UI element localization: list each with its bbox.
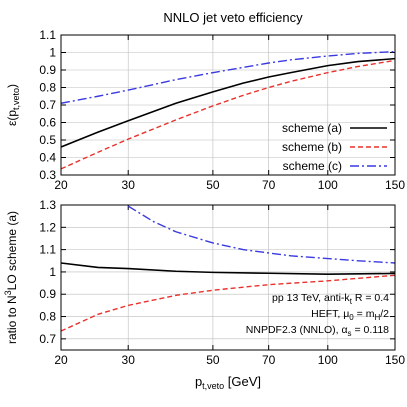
series-group (61, 205, 395, 332)
x-tick-label: 150 (385, 178, 405, 192)
x-tick-label: 30 (122, 353, 136, 367)
y-tick-label: 1.1 (39, 243, 56, 257)
y-tick-label: 0.9 (39, 287, 56, 301)
y-tick-label: 0.8 (39, 81, 56, 95)
y-tick-label: 0.6 (39, 116, 56, 130)
y-tick-label: 0.7 (39, 332, 56, 346)
y-axis-label: ratio to N3LO scheme (a) (3, 211, 19, 344)
y-tick-label: 1 (49, 46, 56, 60)
x-tick-label: 50 (206, 178, 220, 192)
plot-frame (60, 204, 396, 351)
x-tick-label: 70 (262, 353, 276, 367)
series-line-ratio-0 (61, 262, 395, 275)
x-tick-label: 70 (262, 178, 276, 192)
x-tick-label: 50 (206, 353, 220, 367)
chart-title: NNLO jet veto efficiency (163, 10, 303, 25)
annotation: NNPDF2.3 (NNLO), αs = 0.118 (246, 324, 389, 338)
series-line-ratio-2 (127, 205, 395, 264)
series-group (61, 50, 395, 170)
series-line-scheme--a- (61, 57, 395, 148)
y-tick-label: 1.3 (39, 198, 56, 212)
annotation: pp 13 TeV, anti-kt R = 0.4 (272, 292, 389, 306)
x-axis-label: pt,veto [GeV] (195, 374, 261, 391)
annotation: HEFT, μ0 = mH/2 (311, 308, 389, 322)
series-line-scheme--b- (61, 59, 395, 170)
x-tick-label: 150 (385, 353, 405, 367)
plot-frame (60, 34, 396, 176)
y-axis-label: ε(pt,veto) (5, 84, 21, 126)
x-tick-label: 20 (54, 353, 68, 367)
y-tick-label: 0.7 (39, 98, 56, 112)
legend-label: scheme (a) (282, 121, 342, 135)
y-tick-label: 0.3 (39, 168, 56, 182)
y-tick-label: 0.5 (39, 133, 56, 147)
legend-label: scheme (c) (283, 159, 342, 173)
x-tick-label: 100 (318, 353, 338, 367)
y-tick-label: 0.9 (39, 63, 56, 77)
x-tick-label: 100 (318, 178, 338, 192)
series-line-ratio-1 (61, 274, 395, 332)
y-tick-label: 1.1 (39, 28, 56, 42)
series-line-scheme--c- (61, 50, 395, 104)
top-panel: 20 30 50 70 100 150 0.3 0.4 0.5 0.6 0.7 0.8 0.9 1 1.1 ε… (5, 28, 405, 192)
x-tick-label: 20 (54, 178, 68, 192)
y-tick-label: 0.4 (39, 151, 56, 165)
bottom-panel: 20 30 50 70 100 150 0.7 0.8 0.9 1 1.1 1.2 1.3 ratio t… (3, 198, 405, 391)
y-tick-label: 0.8 (39, 310, 56, 324)
x-tick-label: 30 (122, 178, 136, 192)
y-tick-label: 1.2 (39, 220, 56, 234)
y-tick-label: 1 (49, 265, 56, 279)
legend-label: scheme (b) (282, 140, 342, 154)
